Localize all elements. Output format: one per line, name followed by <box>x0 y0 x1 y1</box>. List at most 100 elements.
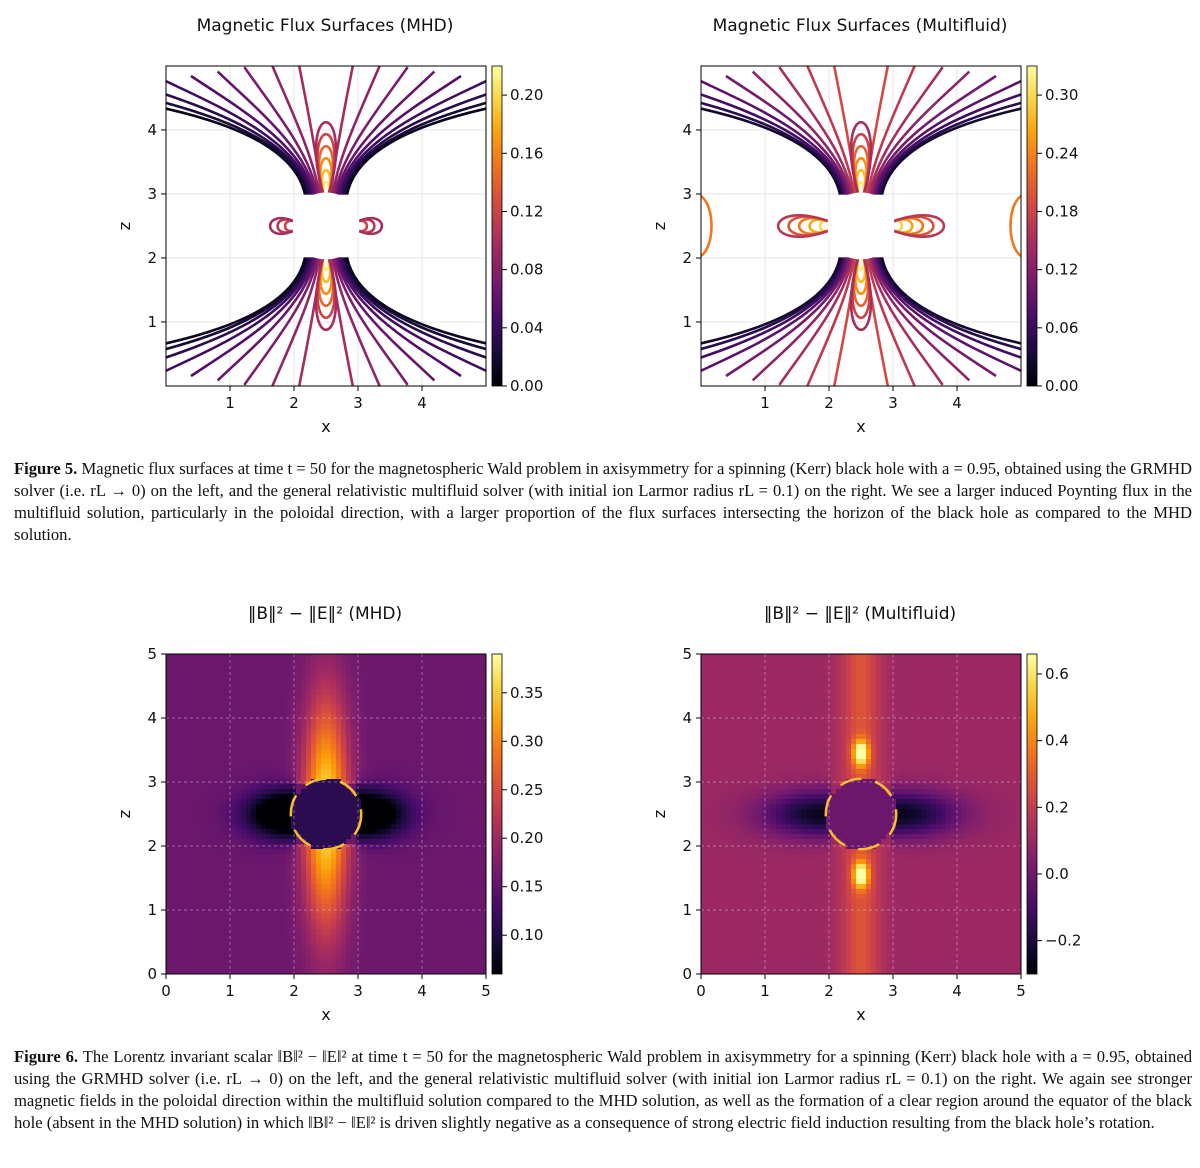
fig5-left-frame <box>165 65 487 387</box>
fig5-right-open-line <box>701 257 844 351</box>
fig6-left-plot: 0 1 2 3 4 5 0 1 2 3 4 5 x z 0.35 0.30 0.25 0.20 0.15 0.10 <box>115 645 543 1024</box>
fig6-left-ylabel: z <box>115 810 134 818</box>
fig5-left-open-line <box>216 70 317 195</box>
fig6-right-ylabel: z <box>650 810 669 818</box>
fig6-right-xtick-label: 0 <box>696 982 706 1000</box>
fig6-right-ytick-label: 0 <box>682 965 692 983</box>
fig5-right-ytick-label: 2 <box>682 249 692 267</box>
fig5-left-open-line <box>345 257 486 345</box>
fig5-right-ytick-label: 3 <box>682 185 692 203</box>
fig5-caption-label: Figure 5. <box>14 459 78 478</box>
fig5-left-cbar-label: 0.12 <box>510 202 543 220</box>
fig5-right-open-line <box>725 257 850 378</box>
fig5-left-open-line <box>271 257 321 386</box>
fig5-right-flux-lines <box>701 66 1021 386</box>
fig5-left-open-line <box>166 257 309 351</box>
fig6-left-ytick-label: 0 <box>147 965 157 983</box>
fig5-left-cbar-label: 0.20 <box>510 86 543 104</box>
fig6-right-xtick-label: 5 <box>1016 982 1026 1000</box>
fig5-right-cbar-label: 0.00 <box>1045 377 1078 395</box>
fig5-right-open-line <box>701 257 848 373</box>
fig5-left-open-line <box>343 101 486 195</box>
fig5-right-open-line <box>868 66 944 195</box>
fig6-left-ytick-label: 3 <box>147 773 157 791</box>
fig5-caption: Figure 5. Magnetic flux surfaces at time… <box>14 458 1192 546</box>
fig5-left-open-line <box>271 66 321 195</box>
fig5-left-open-line <box>331 66 381 195</box>
fig5-left-open-line <box>335 257 436 382</box>
fig6-left-cbar-label: 0.15 <box>510 878 543 896</box>
fig5-left-open-line <box>341 93 486 195</box>
fig5-right-open-line <box>701 101 844 195</box>
fig6-left-ytick-label: 1 <box>147 901 157 919</box>
fig5-left-open-line <box>166 257 307 345</box>
fig5-right-cbar-label: 0.06 <box>1045 319 1078 337</box>
fig5-left-open-line <box>243 257 319 386</box>
fig5-left-xtick-label: 3 <box>353 394 363 412</box>
fig5-left-open-line <box>166 107 307 195</box>
fig6-right-cbar-label: −0.2 <box>1045 932 1081 950</box>
fig5-left-open-line <box>166 101 309 195</box>
fig6-right-heatmap <box>701 654 1022 975</box>
fig6-left-xlabel: x <box>321 1005 330 1024</box>
fig5-left-ytick-label: 4 <box>147 121 157 139</box>
fig5-right-plot: 1 2 3 4 1 2 3 4 x z 0.30 0.24 0.18 0.12 0.06 0.00 <box>650 65 1078 436</box>
fig5-left-open-line <box>335 70 436 195</box>
fig5-right-open-line <box>751 70 852 195</box>
fig5-left-flux-lines <box>166 66 486 386</box>
fig5-left-xtick-label: 1 <box>225 394 235 412</box>
fig5-left-open-line <box>337 257 462 378</box>
fig5-right-open-line <box>872 257 997 378</box>
fig5-right-ytick-label: 4 <box>682 121 692 139</box>
fig5-left-xtick-label: 4 <box>417 394 427 412</box>
fig5-left-open-line <box>166 93 311 195</box>
fig5-left-plot: 1 2 3 4 1 2 3 4 x z 0.20 0.16 0.12 0.08 0.04 0.00 <box>115 65 543 436</box>
fig5-right-open-line <box>872 74 997 195</box>
fig6-left-cbar-label: 0.35 <box>510 684 543 702</box>
fig6-left-xtick-label: 2 <box>289 982 299 1000</box>
fig5-right-open-line <box>778 257 854 386</box>
fig6-caption: Figure 6. The Lorentz invariant scalar ‖… <box>14 1046 1192 1134</box>
fig6-right-title: ‖B‖² − ‖E‖² (Multifluid) <box>763 604 957 624</box>
fig6-left-frame <box>165 653 487 975</box>
fig5-right-open-line <box>866 257 916 386</box>
fig5-right-open-line <box>876 257 1021 359</box>
fig5-right-xlabel: x <box>856 417 865 436</box>
fig5-right-eq-loop <box>777 214 832 238</box>
fig5-left-open-line <box>343 257 486 351</box>
fig6-right-cbar-label: 0.4 <box>1045 732 1069 750</box>
fig6-right-ytick-label: 5 <box>682 645 692 663</box>
fig5-right-cbar-label: 0.18 <box>1045 202 1078 220</box>
fig6-right-xtick-label: 3 <box>888 982 898 1000</box>
fig5-left-xtick-label: 2 <box>289 394 299 412</box>
fig5-right-open-line <box>806 66 856 195</box>
fig6-right-frame <box>700 653 1022 975</box>
fig5-left-loop <box>314 254 338 331</box>
fig6-caption-text: The Lorentz invariant scalar ‖B‖² − ‖E‖²… <box>14 1047 1192 1132</box>
fig6-right-xtick-label: 2 <box>824 982 834 1000</box>
fig6-left-cbar-label: 0.20 <box>510 829 543 847</box>
fig6-left-title: ‖B‖² − ‖E‖² (MHD) <box>247 604 403 624</box>
fig6-left-xtick-label: 1 <box>225 982 235 1000</box>
fig6-left-panel: ‖B‖² − ‖E‖² (MHD) 0 1 2 3 4 5 0 1 2 3 4 5 x z 0.35 0.30… <box>110 598 570 1038</box>
fig5-right-open-line <box>868 257 944 386</box>
fig6-left-xtick-label: 5 <box>481 982 491 1000</box>
fig6-left-horizon <box>289 777 363 851</box>
fig5-left-colorbar <box>491 65 503 387</box>
fig5-left-open-line <box>339 79 486 195</box>
fig5-right-xtick-label: 2 <box>824 394 834 412</box>
fig5-left-title: Magnetic Flux Surfaces (MHD) <box>196 16 454 36</box>
fig5-right-ylabel: z <box>650 222 669 230</box>
fig6-right-cbar-label: 0.2 <box>1045 798 1069 816</box>
fig6-left-colorbar <box>491 653 503 975</box>
fig5-right-cbar-label: 0.24 <box>1045 144 1078 162</box>
fig5-left-open-line <box>243 66 319 195</box>
fig6-left-ytick-label: 5 <box>147 645 157 663</box>
fig5-left-open-line <box>166 257 313 373</box>
fig5-left-open-line <box>333 66 409 195</box>
fig5-right-panel: Magnetic Flux Surfaces (Multifluid) 1 2 3 4… <box>645 10 1105 440</box>
fig5-right-open-line <box>870 257 971 382</box>
fig5-left-open-line <box>345 107 486 195</box>
fig6-left-heatmap <box>166 654 487 975</box>
